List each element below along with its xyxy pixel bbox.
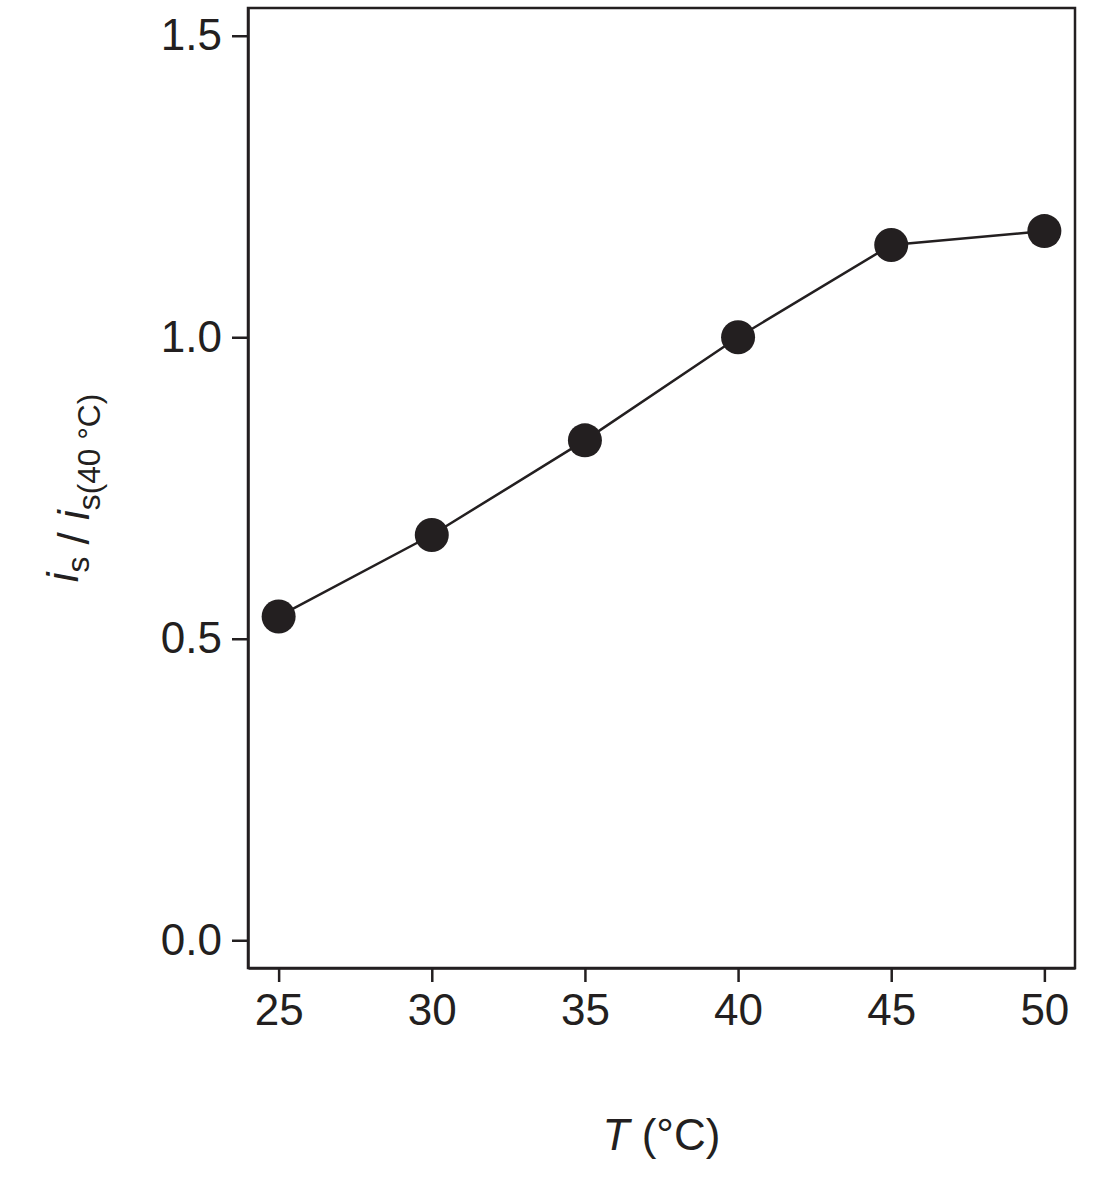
data-point: [874, 228, 908, 262]
y-tick-mark: [232, 35, 248, 38]
y-axis-title: is / is(40 °C): [38, 394, 107, 583]
y-tick-label: 0.0: [161, 915, 222, 964]
x-tick-label: 35: [561, 985, 610, 1034]
plot: 25 30 35 40 45 50 0.0 0.5 1.0 1.5: [161, 8, 1076, 1034]
y-tick: 0.0: [161, 915, 248, 964]
data-point: [568, 423, 602, 457]
y-tick: 0.5: [161, 613, 248, 662]
data-point: [721, 320, 755, 354]
data-point: [262, 599, 296, 633]
y-tick-label: 0.5: [161, 613, 222, 662]
y-tick-mark: [232, 940, 248, 943]
x-tick: 30: [408, 968, 457, 1034]
y-axis: 0.0 0.5 1.0 1.5: [161, 9, 249, 969]
x-tick-label: 30: [408, 985, 457, 1034]
y-tick-mark: [232, 336, 248, 339]
chart: 25 30 35 40 45 50 0.0 0.5 1.0 1.5 T (°C) is / is(40…: [0, 0, 1119, 1178]
x-tick: 35: [561, 968, 610, 1034]
y-tick: 1.0: [161, 312, 248, 361]
y-tick-mark: [232, 638, 248, 641]
x-tick-label: 40: [714, 985, 763, 1034]
x-tick: 40: [714, 968, 763, 1034]
plot-frame: [248, 8, 1075, 968]
x-tick-mark: [1044, 968, 1047, 982]
y-tick-label: 1.0: [161, 312, 222, 361]
x-axis: 25 30 35 40 45 50: [249, 968, 1076, 1034]
x-axis-line: [249, 967, 1076, 970]
x-tick-mark: [890, 968, 893, 982]
x-tick: 25: [255, 968, 304, 1034]
y-tick: 1.5: [161, 10, 248, 59]
x-tick: 50: [1020, 968, 1069, 1034]
y-tick-label: 1.5: [161, 10, 222, 59]
data-point: [1027, 214, 1061, 248]
x-tick-label: 25: [255, 985, 304, 1034]
x-tick-mark: [584, 968, 587, 982]
x-tick-label: 45: [867, 985, 916, 1034]
x-tick-label: 50: [1020, 985, 1069, 1034]
y-axis-line: [247, 9, 250, 969]
x-axis-title: T (°C): [603, 1110, 721, 1159]
x-tick: 45: [867, 968, 916, 1034]
data-point: [415, 518, 449, 552]
data-line: [279, 231, 1045, 616]
data-series: [262, 214, 1062, 633]
x-tick-mark: [737, 968, 740, 982]
x-tick-mark: [278, 968, 281, 982]
x-tick-mark: [431, 968, 434, 982]
